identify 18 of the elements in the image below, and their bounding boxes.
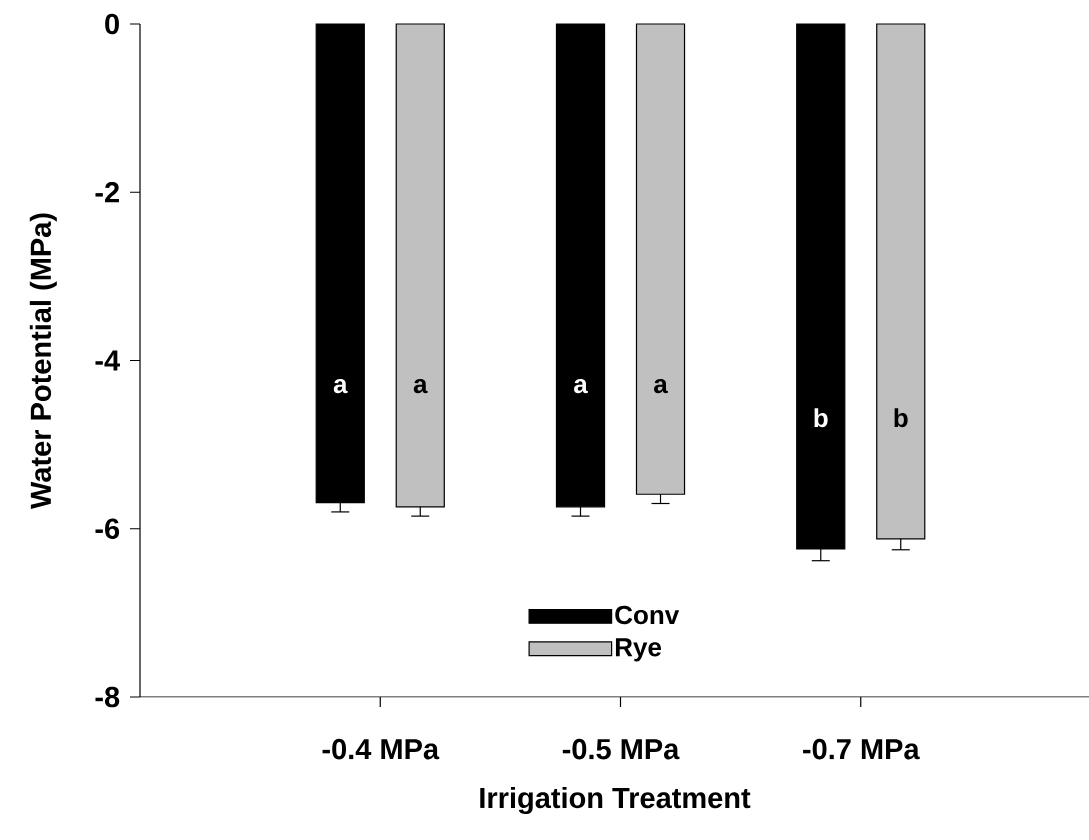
y-tick-label: 0 (105, 13, 119, 35)
annotation: b (894, 408, 908, 428)
y-tick-label: -4 (95, 350, 120, 371)
annotation: a (574, 379, 588, 394)
x-tick-label: -0.4 MPa (322, 738, 440, 760)
y-tick-label: -8 (95, 686, 120, 708)
x-tick-label: -0.7 MPa (803, 738, 920, 760)
annotation: a (333, 379, 348, 394)
x-axis-title: Irrigation Treatment (480, 786, 751, 815)
y-tick-label: -2 (95, 182, 119, 203)
y-tick-label: -6 (95, 518, 120, 540)
legend-label: Conv (615, 605, 680, 625)
x-tick-label: -0.5 MPa (562, 738, 680, 760)
annotation: b (814, 408, 828, 428)
y-axis-title: Water Potential (MPa) (29, 213, 57, 509)
legend-label: Rye (615, 638, 662, 662)
annotation: a (654, 379, 668, 394)
annotation: a (413, 379, 428, 394)
